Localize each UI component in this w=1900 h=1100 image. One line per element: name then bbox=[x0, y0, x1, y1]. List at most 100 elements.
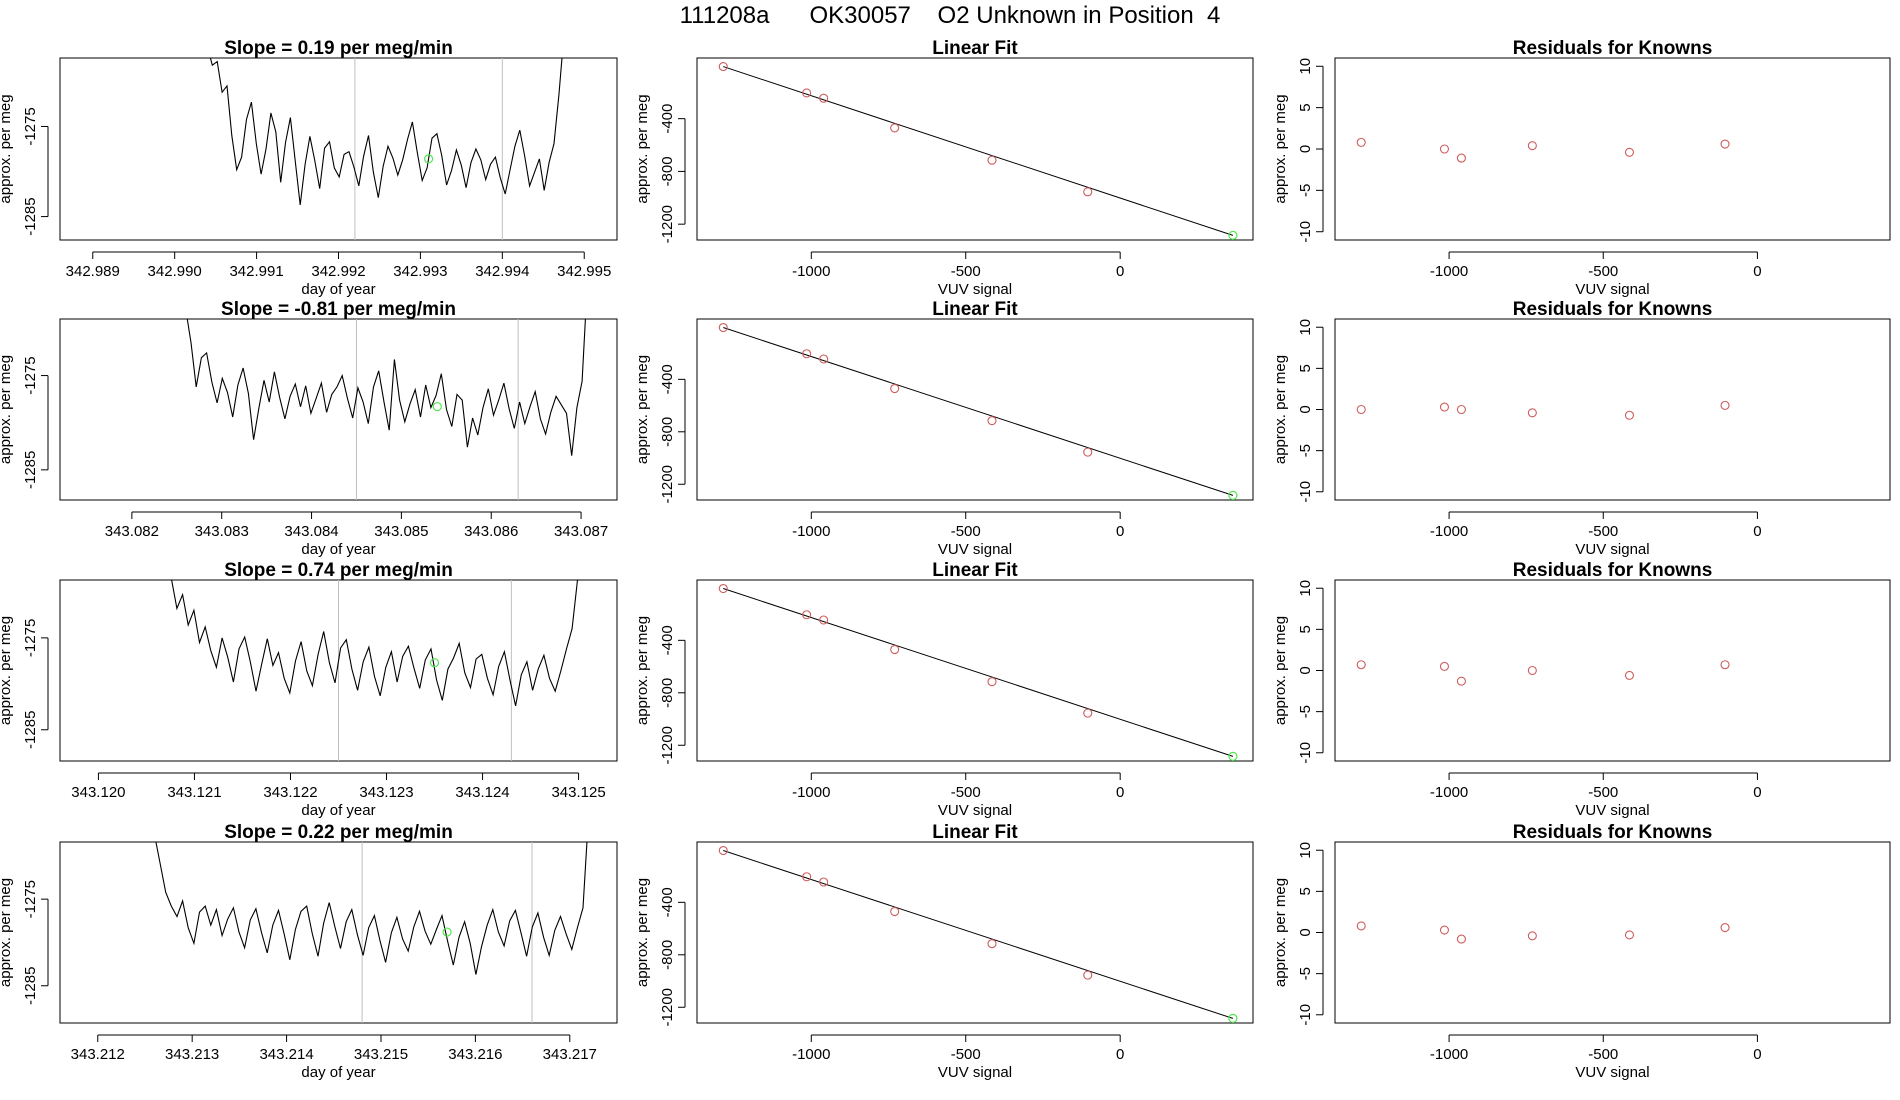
x-axis-label: day of year bbox=[301, 802, 375, 819]
data-point bbox=[1083, 708, 1093, 718]
x-tick-label: -1000 bbox=[792, 784, 830, 801]
figure-title: 111208a OK30057 O2 Unknown in Position 4 bbox=[679, 2, 1221, 29]
plot-data bbox=[1356, 400, 1730, 420]
y-tick-label: -10 bbox=[1297, 742, 1314, 764]
plot-frame bbox=[696, 579, 1254, 762]
data-point bbox=[718, 845, 728, 856]
y-tick-label: -1275 bbox=[22, 356, 39, 394]
x-tick-label: -1000 bbox=[792, 1046, 830, 1063]
chart-title: Slope = 0.19 per meg/min bbox=[224, 38, 453, 59]
chart-title: Residuals for Knowns bbox=[1513, 38, 1713, 59]
y-tick-label: -400 bbox=[659, 364, 676, 394]
y-tick-label: -800 bbox=[659, 417, 676, 447]
y-tick-label: -5 bbox=[1297, 444, 1314, 457]
data-point bbox=[1356, 921, 1366, 931]
data-point bbox=[1527, 665, 1537, 676]
plot-data bbox=[1356, 660, 1730, 686]
y-tick-label: -1285 bbox=[22, 711, 39, 749]
x-tick-label: 343.122 bbox=[263, 784, 317, 801]
x-tick-label: 343.215 bbox=[354, 1046, 408, 1063]
x-tick-label: 343.082 bbox=[105, 523, 159, 540]
x-tick-label: -500 bbox=[1588, 263, 1618, 280]
chart-title: Linear Fit bbox=[932, 38, 1018, 59]
data-point bbox=[1720, 139, 1730, 149]
chart-title: Residuals for Knowns bbox=[1513, 560, 1713, 581]
data-point bbox=[802, 610, 812, 620]
y-tick-label: -5 bbox=[1297, 967, 1314, 980]
x-tick-label: 0 bbox=[1116, 1046, 1124, 1063]
y-axis-label: approx. per meg bbox=[0, 616, 14, 725]
x-axis-label: VUV signal bbox=[1575, 1064, 1649, 1081]
fit-line bbox=[723, 850, 1234, 1019]
data-point bbox=[890, 644, 900, 655]
unknown-point bbox=[432, 402, 442, 412]
y-tick-label: -1275 bbox=[22, 619, 39, 657]
data-point bbox=[718, 322, 728, 333]
data-point bbox=[1439, 402, 1450, 412]
x-tick-label: -500 bbox=[1588, 784, 1618, 801]
plot-frame bbox=[1334, 841, 1891, 1024]
y-axis-label: approx. per meg bbox=[634, 616, 651, 725]
x-tick-label: -1000 bbox=[1430, 263, 1468, 280]
plot-frame bbox=[59, 318, 618, 501]
y-tick-label: -1200 bbox=[659, 205, 676, 243]
y-tick-label: 5 bbox=[1297, 625, 1314, 633]
plot-data bbox=[1356, 137, 1730, 163]
y-tick-label: 5 bbox=[1297, 103, 1314, 111]
x-axis-label: VUV signal bbox=[938, 541, 1012, 558]
data-point bbox=[819, 93, 829, 103]
data-point bbox=[1456, 934, 1466, 944]
y-tick-label: 0 bbox=[1297, 405, 1314, 413]
y-tick-label: -5 bbox=[1297, 184, 1314, 197]
x-tick-label: 342.989 bbox=[66, 263, 120, 280]
y-tick-label: -800 bbox=[659, 156, 676, 186]
data-point bbox=[1624, 670, 1635, 680]
x-tick-label: -1000 bbox=[792, 523, 830, 540]
data-point bbox=[819, 615, 829, 625]
data-point bbox=[890, 383, 900, 394]
chart-title: Linear Fit bbox=[932, 560, 1018, 581]
chart-panel-12: Residuals for Knowns -1000 -500 0 VUV signal… bbox=[1272, 822, 1891, 1081]
plot-data bbox=[209, 58, 563, 240]
signal-line bbox=[209, 58, 563, 205]
x-axis-label: VUV signal bbox=[1575, 281, 1649, 298]
data-point bbox=[890, 906, 900, 917]
chart-title: Slope = 0.22 per meg/min bbox=[224, 822, 453, 843]
data-point bbox=[1720, 400, 1730, 410]
y-tick-label: -1275 bbox=[22, 107, 39, 145]
x-tick-label: 0 bbox=[1753, 1046, 1761, 1063]
chart-panel-1: Slope = 0.19 per meg/min 342.989 342.990 34… bbox=[0, 38, 618, 298]
data-point bbox=[802, 88, 812, 98]
unknown-point bbox=[442, 927, 452, 937]
x-tick-label: 0 bbox=[1116, 263, 1124, 280]
y-tick-label: -1200 bbox=[659, 726, 676, 764]
x-tick-label: 343.086 bbox=[464, 523, 518, 540]
x-tick-label: 0 bbox=[1116, 523, 1124, 540]
data-point bbox=[1083, 447, 1093, 457]
x-tick-label: 343.084 bbox=[284, 523, 338, 540]
data-point bbox=[1456, 404, 1466, 415]
y-tick-label: -800 bbox=[659, 940, 676, 970]
plot-data bbox=[186, 319, 586, 500]
x-axis-label: day of year bbox=[301, 541, 375, 558]
x-tick-label: 0 bbox=[1753, 263, 1761, 280]
data-point bbox=[1720, 660, 1730, 670]
plot-frame bbox=[59, 841, 618, 1024]
x-axis-label: VUV signal bbox=[1575, 541, 1649, 558]
x-tick-label: -1000 bbox=[792, 263, 830, 280]
plot-data bbox=[718, 583, 1238, 761]
data-point bbox=[1356, 404, 1366, 415]
x-tick-label: 343.121 bbox=[167, 784, 221, 801]
chart-panel-10: Slope = 0.22 per meg/min 343.212 343.213 34… bbox=[0, 822, 618, 1081]
y-tick-label: -1285 bbox=[22, 967, 39, 1005]
signal-line bbox=[186, 319, 586, 456]
x-tick-label: 343.125 bbox=[551, 784, 605, 801]
plot-data bbox=[1356, 921, 1730, 944]
y-axis-label: approx. per meg bbox=[634, 355, 651, 464]
plot-frame bbox=[1334, 318, 1891, 501]
chart-title: Linear Fit bbox=[932, 299, 1018, 320]
y-axis-label: approx. per meg bbox=[0, 878, 14, 987]
chart-panel-4: Slope = -0.81 per meg/min 343.082 343.083 3… bbox=[0, 299, 618, 558]
x-axis-label: VUV signal bbox=[938, 281, 1012, 298]
y-axis-label: approx. per meg bbox=[0, 355, 14, 464]
